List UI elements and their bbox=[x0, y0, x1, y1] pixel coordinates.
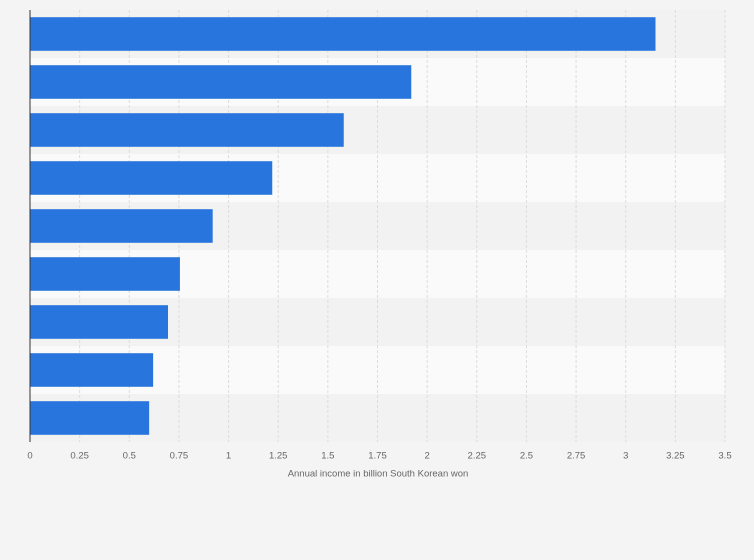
bar bbox=[30, 113, 344, 147]
bar bbox=[30, 65, 412, 99]
x-tick-label: 1.75 bbox=[368, 451, 387, 462]
x-tick-label: 2 bbox=[424, 451, 429, 462]
x-tick-label: 1.5 bbox=[321, 451, 334, 462]
bar bbox=[30, 161, 273, 195]
bar bbox=[30, 17, 656, 51]
bar bbox=[30, 353, 154, 387]
bar bbox=[30, 257, 180, 291]
x-tick-label: 2.5 bbox=[520, 451, 533, 462]
bar bbox=[30, 401, 150, 435]
x-tick-label: 2.25 bbox=[468, 451, 487, 462]
x-tick-label: 0.75 bbox=[170, 451, 189, 462]
x-tick-label: 2.75 bbox=[567, 451, 586, 462]
x-tick-label: 0.5 bbox=[123, 451, 136, 462]
x-axis-label: Annual income in billion South Korean wo… bbox=[288, 469, 469, 480]
x-tick-label: 0.25 bbox=[70, 451, 89, 462]
x-tick-label: 3.25 bbox=[666, 451, 685, 462]
bar bbox=[30, 305, 169, 339]
x-tick-label: 1.25 bbox=[269, 451, 288, 462]
x-tick-label: 1 bbox=[226, 451, 231, 462]
x-tick-label: 3.5 bbox=[718, 451, 731, 462]
x-tick-label: 0 bbox=[27, 451, 32, 462]
x-tick-label: 3 bbox=[623, 451, 628, 462]
bar bbox=[30, 209, 213, 243]
